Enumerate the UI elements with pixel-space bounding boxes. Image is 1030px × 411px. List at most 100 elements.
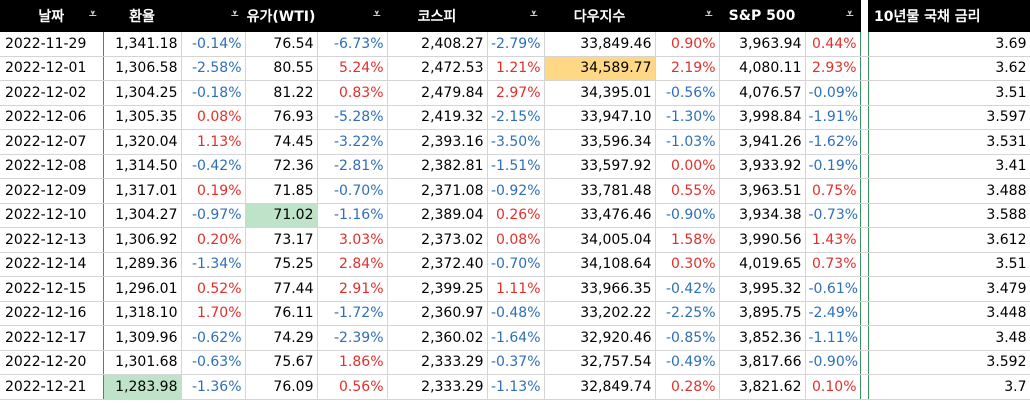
cell-dow[interactable]: 34,108.64 [544, 252, 656, 277]
cell-oil-pct[interactable]: -3.22% [317, 129, 388, 155]
cell-oil[interactable]: 72.36 [245, 154, 318, 179]
cell-oil[interactable]: 76.09 [245, 374, 318, 400]
cell-kospi-pct[interactable]: 1.11% [487, 276, 545, 302]
cell-bond[interactable]: 3.597 [868, 105, 1030, 130]
cell-fx-pct[interactable]: -2.58% [181, 56, 246, 81]
cell-date[interactable]: 2022-12-01 [0, 56, 104, 81]
cell-oil-pct[interactable]: -5.28% [317, 105, 388, 130]
cell-dow-pct[interactable]: -0.85% [655, 325, 720, 351]
cell-oil-pct[interactable]: 0.56% [317, 374, 388, 400]
cell-date[interactable]: 2022-12-15 [0, 276, 104, 302]
cell-kospi-pct[interactable]: -3.50% [487, 129, 545, 155]
cell-sp[interactable]: 3,998.84 [719, 105, 806, 130]
cell-oil-pct[interactable]: -2.81% [317, 154, 388, 179]
cell-oil[interactable]: 76.54 [245, 32, 318, 57]
cell-dow-pct[interactable]: 0.30% [655, 252, 720, 277]
cell-sp[interactable]: 4,080.11 [719, 56, 806, 81]
cell-dow-pct[interactable]: -0.49% [655, 350, 720, 375]
cell-sp-pct[interactable]: -0.09% [805, 80, 861, 106]
cell-fx-pct[interactable]: -0.97% [181, 203, 246, 228]
cell-fx-pct[interactable]: 1.13% [181, 129, 246, 155]
cell-bond[interactable]: 3.7 [868, 374, 1030, 400]
cell-fx-pct[interactable]: 0.19% [181, 178, 246, 204]
cell-dow-pct[interactable]: -1.03% [655, 129, 720, 155]
cell-oil[interactable]: 71.85 [245, 178, 318, 204]
header-sp-pct[interactable]: ⩡ [805, 0, 861, 32]
cell-dow[interactable]: 34,589.77 [544, 56, 656, 81]
cell-oil-pct[interactable]: -2.39% [317, 325, 388, 351]
cell-oil-pct[interactable]: 2.91% [317, 276, 388, 302]
header-kospi[interactable]: 코스피 [387, 0, 488, 32]
cell-oil[interactable]: 74.29 [245, 325, 318, 351]
cell-sp-pct[interactable]: -1.91% [805, 105, 861, 130]
cell-dow[interactable]: 33,596.34 [544, 129, 656, 155]
cell-fx-pct[interactable]: -0.18% [181, 80, 246, 106]
header-date[interactable]: 날짜 ⩡ [0, 0, 104, 32]
cell-fx[interactable]: 1,341.18 [103, 32, 182, 57]
cell-bond[interactable]: 3.488 [868, 178, 1030, 204]
cell-kospi-pct[interactable]: 1.21% [487, 56, 545, 81]
cell-kospi[interactable]: 2,372.40 [387, 252, 488, 277]
cell-sp[interactable]: 3,995.32 [719, 276, 806, 302]
cell-kospi-pct[interactable]: -0.48% [487, 301, 545, 326]
cell-date[interactable]: 2022-12-13 [0, 227, 104, 253]
cell-fx-pct[interactable]: -0.62% [181, 325, 246, 351]
cell-oil-pct[interactable]: -0.70% [317, 178, 388, 204]
filter-dropdown-icon[interactable]: ⩡ [231, 7, 239, 22]
cell-kospi-pct[interactable]: -1.64% [487, 325, 545, 351]
cell-fx-pct[interactable]: 0.08% [181, 105, 246, 130]
cell-dow-pct[interactable]: -2.25% [655, 301, 720, 326]
cell-kospi[interactable]: 2,389.04 [387, 203, 488, 228]
cell-oil-pct[interactable]: 0.83% [317, 80, 388, 106]
cell-date[interactable]: 2022-12-08 [0, 154, 104, 179]
cell-dow[interactable]: 32,920.46 [544, 325, 656, 351]
cell-date[interactable]: 2022-12-16 [0, 301, 104, 326]
cell-kospi[interactable]: 2,360.02 [387, 325, 488, 351]
cell-oil[interactable]: 74.45 [245, 129, 318, 155]
cell-kospi[interactable]: 2,333.29 [387, 350, 488, 375]
cell-bond[interactable]: 3.62 [868, 56, 1030, 81]
cell-sp-pct[interactable]: 0.10% [805, 374, 861, 400]
filter-dropdown-icon[interactable]: ⩡ [89, 7, 97, 22]
cell-kospi-pct[interactable]: -1.13% [487, 374, 545, 400]
cell-fx[interactable]: 1,317.01 [103, 178, 182, 204]
cell-bond[interactable]: 3.41 [868, 154, 1030, 179]
cell-sp-pct[interactable]: 2.93% [805, 56, 861, 81]
cell-dow[interactable]: 33,597.92 [544, 154, 656, 179]
cell-fx-pct[interactable]: 0.20% [181, 227, 246, 253]
cell-sp-pct[interactable]: -0.73% [805, 203, 861, 228]
cell-sp-pct[interactable]: 0.44% [805, 32, 861, 57]
cell-kospi[interactable]: 2,333.29 [387, 374, 488, 400]
cell-fx-pct[interactable]: -0.63% [181, 350, 246, 375]
cell-kospi[interactable]: 2,382.81 [387, 154, 488, 179]
cell-sp[interactable]: 4,019.65 [719, 252, 806, 277]
cell-dow-pct[interactable]: 1.58% [655, 227, 720, 253]
cell-dow[interactable]: 33,781.48 [544, 178, 656, 204]
cell-fx-pct[interactable]: -1.36% [181, 374, 246, 400]
cell-dow[interactable]: 33,202.22 [544, 301, 656, 326]
cell-fx[interactable]: 1,283.98 [103, 374, 182, 400]
cell-oil[interactable]: 77.44 [245, 276, 318, 302]
cell-oil[interactable]: 75.25 [245, 252, 318, 277]
cell-bond[interactable]: 3.69 [868, 32, 1030, 57]
cell-fx[interactable]: 1,305.35 [103, 105, 182, 130]
cell-dow-pct[interactable]: 0.90% [655, 32, 720, 57]
cell-sp-pct[interactable]: 0.73% [805, 252, 861, 277]
cell-date[interactable]: 2022-12-07 [0, 129, 104, 155]
cell-date[interactable]: 2022-12-06 [0, 105, 104, 130]
cell-kospi[interactable]: 2,479.84 [387, 80, 488, 106]
cell-sp-pct[interactable]: -1.11% [805, 325, 861, 351]
cell-bond[interactable]: 3.51 [868, 80, 1030, 106]
cell-kospi-pct[interactable]: -0.70% [487, 252, 545, 277]
filter-dropdown-icon[interactable]: ⩡ [705, 7, 713, 22]
cell-bond[interactable]: 3.479 [868, 276, 1030, 302]
cell-oil[interactable]: 80.55 [245, 56, 318, 81]
cell-sp-pct[interactable]: 1.43% [805, 227, 861, 253]
cell-kospi-pct[interactable]: 2.97% [487, 80, 545, 106]
cell-dow[interactable]: 32,849.74 [544, 374, 656, 400]
cell-sp[interactable]: 3,941.26 [719, 129, 806, 155]
cell-sp[interactable]: 3,933.92 [719, 154, 806, 179]
cell-oil-pct[interactable]: -6.73% [317, 32, 388, 57]
cell-sp[interactable]: 4,076.57 [719, 80, 806, 106]
cell-date[interactable]: 2022-12-02 [0, 80, 104, 106]
